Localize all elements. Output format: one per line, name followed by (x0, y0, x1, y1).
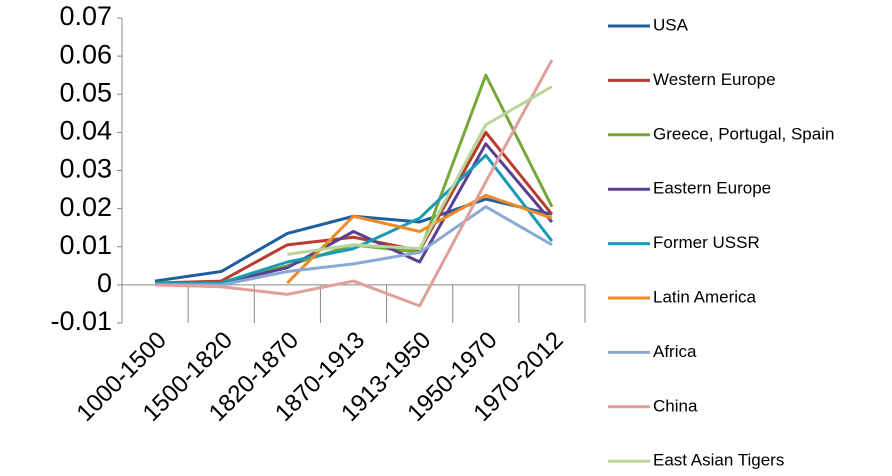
series-line (155, 130, 554, 285)
legend-label: Africa (653, 342, 697, 361)
legend-label: China (653, 396, 698, 415)
legend-label: USA (653, 15, 689, 34)
y-tick-label: 0.01 (59, 230, 112, 260)
series-line (155, 205, 553, 287)
legend-label: Eastern Europe (653, 179, 771, 198)
series-line (155, 73, 554, 285)
y-tick-label: 0.02 (59, 192, 112, 222)
y-tick-label: 0.05 (59, 77, 112, 107)
legend-label: Greece, Portugal, Spain (653, 124, 834, 143)
y-tick-label: 0.03 (59, 154, 112, 184)
y-tick-label: 0.07 (59, 1, 112, 31)
legend-label: Western Europe (653, 70, 776, 89)
y-tick-label: 0.04 (59, 116, 112, 146)
y-tick-label: -0.01 (50, 306, 112, 336)
y-tick-label: 0 (97, 268, 112, 298)
series-line (286, 193, 553, 285)
legend-label: East Asian Tigers (653, 451, 784, 470)
series-line (287, 85, 553, 256)
legend-label: Latin America (653, 287, 757, 306)
series-line (155, 59, 554, 308)
y-tick-label: 0.06 (59, 39, 112, 69)
legend-label: Former USSR (653, 233, 760, 252)
series-line (155, 153, 554, 285)
